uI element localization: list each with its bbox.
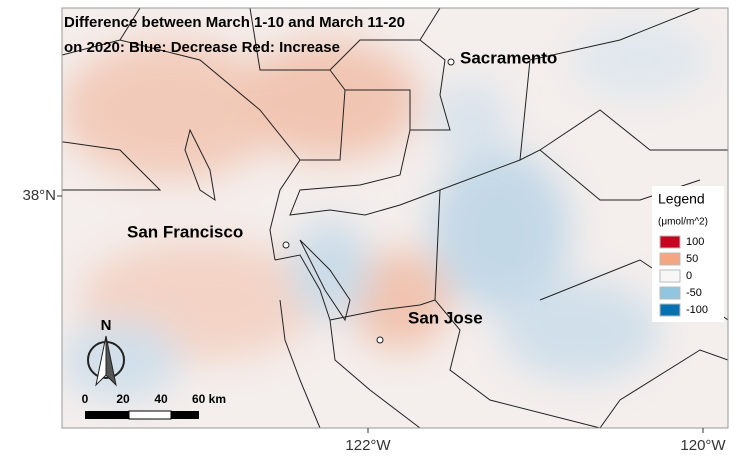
scale-label: 60 km xyxy=(192,392,226,406)
scale-label: 20 xyxy=(116,392,130,406)
legend-label: 0 xyxy=(686,270,692,282)
scale-label: 0 xyxy=(82,392,89,406)
map-field xyxy=(62,8,728,428)
legend-swatch xyxy=(659,252,681,266)
legend-label: 100 xyxy=(686,236,704,248)
city-label: Sacramento xyxy=(460,48,557,67)
legend-swatch xyxy=(659,303,681,317)
title-line: Difference between March 1-10 and March … xyxy=(64,14,405,31)
legend-label: -100 xyxy=(686,304,708,316)
north-arrow: N xyxy=(87,317,125,387)
lat-label: 38°N xyxy=(22,187,56,204)
scale-label: 40 xyxy=(154,392,168,406)
legend-swatch xyxy=(659,286,681,300)
legend-swatch xyxy=(659,235,681,249)
legend: Legend (μmol/m^2) 100 50 0 -50 -100 xyxy=(652,186,724,322)
legend-swatch xyxy=(659,269,681,283)
city-label: San Jose xyxy=(408,308,483,327)
north-label: N xyxy=(101,317,112,334)
title-line: on 2020: Blue: Decrease Red: Increase xyxy=(64,39,340,56)
scale-bar: 0 20 40 60 km xyxy=(82,392,226,420)
legend-label: -50 xyxy=(686,287,702,299)
legend-unit: (μmol/m^2) xyxy=(658,217,708,228)
legend-label: 50 xyxy=(686,253,698,265)
legend-title: Legend xyxy=(658,191,705,207)
city-label: San Francisco xyxy=(127,222,243,241)
lon-label: 122°W xyxy=(345,437,391,454)
frame xyxy=(61,7,729,429)
lon-label: 120°W xyxy=(680,437,726,454)
